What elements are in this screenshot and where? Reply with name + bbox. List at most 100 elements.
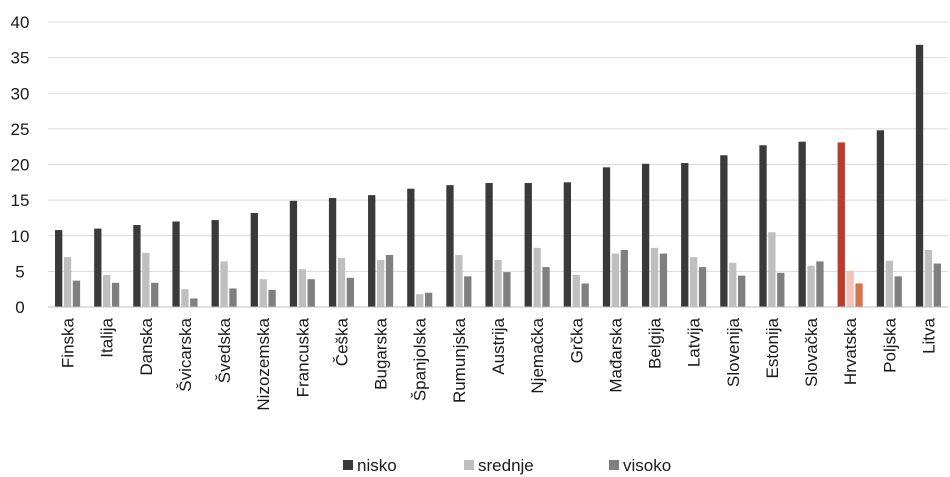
bar-visoko [464, 276, 472, 307]
bar-srednje [611, 253, 620, 307]
legend-item-nisko: nisko [343, 456, 397, 475]
y-tick-label: 5 [15, 262, 24, 281]
bar-visoko [307, 279, 315, 307]
x-tick-label: Litva [919, 317, 938, 353]
bar-nisko [289, 200, 298, 307]
x-tick-label: Latvija [685, 317, 704, 367]
x-tick-label: Hrvatska [841, 317, 860, 385]
x-tick-label: Grčka [567, 317, 586, 363]
bar-srednje [220, 261, 228, 307]
bar-nisko [407, 188, 415, 307]
bar-nisko [798, 141, 806, 307]
bar-srednje [376, 259, 385, 307]
y-tick-label: 0 [15, 298, 24, 317]
bar-nisko [485, 183, 493, 307]
bar-nisko [172, 221, 180, 307]
bar-nisko [211, 220, 219, 307]
legend-swatch [343, 460, 353, 470]
y-tick-label: 20 [11, 156, 30, 175]
bar-srednje [455, 254, 463, 307]
bar-visoko [72, 280, 81, 307]
bar-srednje [572, 274, 580, 307]
x-tick-label: Češka [332, 317, 351, 366]
y-tick-label: 30 [11, 84, 30, 103]
bar-visoko [111, 282, 120, 307]
bar-visoko [385, 254, 394, 307]
x-tick-label: Slovačka [802, 317, 821, 387]
legend-label: srednje [478, 456, 534, 475]
bar-srednje [807, 265, 815, 307]
bar-srednje [650, 247, 659, 307]
bar-nisko [837, 142, 845, 307]
bar-srednje [298, 269, 306, 307]
y-tick-label: 25 [11, 120, 30, 139]
bar-visoko [268, 289, 276, 307]
x-tick-label: Francuska [293, 317, 312, 397]
legend-item-srednje: srednje [464, 456, 534, 475]
legend-label: visoko [623, 456, 671, 475]
x-tick-label: Njemačka [528, 317, 547, 393]
x-tick-label: Estonija [763, 317, 782, 378]
bar-nisko [876, 130, 885, 307]
bar-nisko [446, 185, 454, 307]
bar-visoko [777, 272, 785, 307]
x-tick-label: Danska [137, 317, 156, 375]
bar-nisko [641, 163, 650, 307]
legend-swatch [609, 460, 619, 470]
bar-visoko [503, 272, 511, 307]
x-tick-label: Austrija [489, 317, 508, 374]
bar-visoko [816, 261, 824, 307]
bar-nisko [602, 167, 611, 307]
bar-visoko [933, 263, 941, 307]
bar-srednje [416, 294, 424, 307]
bar-visoko [542, 267, 550, 307]
bar-srednje [924, 250, 933, 307]
bar-nisko [133, 225, 141, 307]
bar-visoko [659, 253, 668, 307]
bar-visoko [581, 283, 589, 307]
bar-srednje [729, 262, 737, 307]
bar-visoko [698, 267, 707, 307]
x-tick-label: Finska [59, 317, 78, 368]
y-tick-label: 15 [11, 191, 30, 210]
x-tick-label: Nizozemska [254, 317, 273, 410]
bar-srednje [337, 257, 346, 307]
y-tick-label: 35 [11, 49, 30, 68]
bar-nisko [681, 163, 689, 307]
x-tick-label: Rumunjska [450, 317, 469, 403]
bar-visoko [424, 292, 433, 307]
x-tick-label: Španjolska [411, 317, 430, 401]
bar-nisko [720, 155, 728, 307]
bar-nisko [563, 182, 572, 307]
x-tick-label: Švedska [215, 317, 234, 383]
bar-visoko [151, 282, 159, 307]
x-tick-label: Bugarska [372, 317, 391, 389]
bar-srednje [533, 247, 541, 307]
bar-nisko [328, 197, 337, 307]
bar-srednje [259, 279, 267, 307]
legend-label: nisko [357, 456, 397, 475]
x-tick-label: Belgija [646, 317, 665, 369]
bar-nisko [55, 230, 63, 307]
bar-srednje [181, 289, 189, 307]
bar-nisko [759, 145, 767, 307]
legend-item-visoko: visoko [609, 456, 671, 475]
bar-srednje [142, 252, 150, 307]
bar-nisko [250, 212, 258, 307]
bar-nisko [524, 183, 532, 307]
y-axis: 0 5 10 15 20 25 30 35 40 [11, 13, 30, 317]
legend-swatch [464, 460, 474, 470]
bars [55, 44, 941, 308]
bar-srednje [494, 259, 502, 307]
bar-nisko [915, 44, 924, 308]
y-tick-label: 40 [11, 13, 30, 32]
bar-srednje [690, 257, 698, 307]
gridlines [48, 21, 948, 272]
bar-srednje [103, 274, 111, 307]
x-tick-label: Mađarska [606, 317, 625, 392]
x-tick-label: Italija [98, 317, 117, 357]
x-tick-label: Švicarska [176, 317, 195, 391]
x-axis: Finska Italija Danska Švicarska Švedska Nizoz… [48, 306, 948, 411]
bar-visoko [190, 298, 198, 307]
